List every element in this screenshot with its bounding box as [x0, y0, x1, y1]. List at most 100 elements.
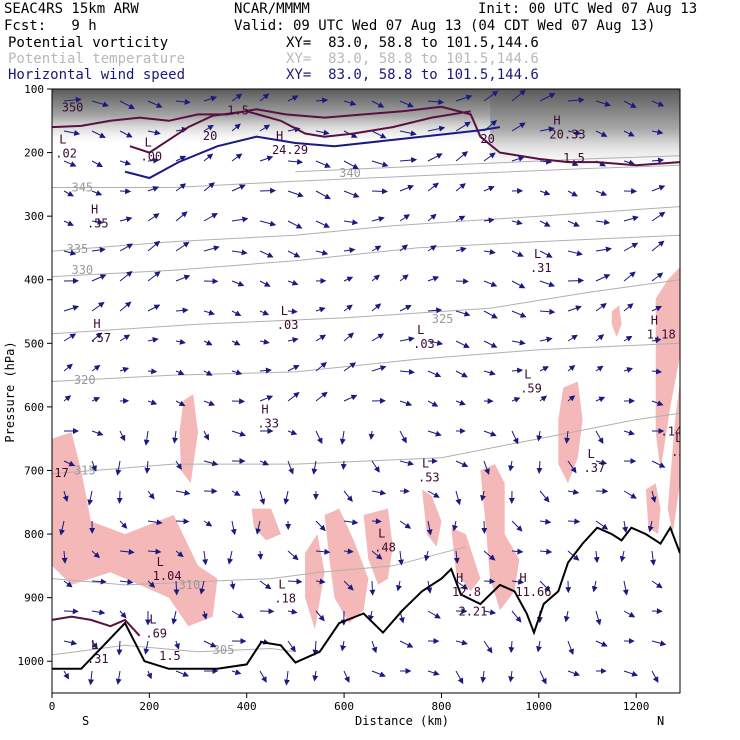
wind-vector: [143, 640, 150, 655]
pv-extremum-letter: L: [378, 527, 385, 541]
wind-vector: [147, 519, 163, 526]
pv-extremum-letter: H: [91, 202, 98, 216]
wind-vector: [483, 90, 499, 102]
wind-vector: [315, 220, 331, 228]
wind-vector: [371, 130, 387, 139]
wind-vector: [231, 249, 248, 256]
wind-vector: [343, 490, 353, 502]
wind-vector: [595, 520, 609, 530]
wind-vector: [511, 430, 519, 445]
pv-extremum-letter: H: [276, 129, 283, 143]
wind-vector: [651, 185, 666, 192]
wind-vector: [567, 395, 576, 402]
wind-vector: [595, 274, 611, 282]
pv-fill-region: [251, 508, 281, 541]
wind-vector: [591, 580, 598, 593]
wind-vector: [511, 155, 525, 162]
wind-vector: [230, 520, 237, 536]
wind-vector: [595, 396, 606, 403]
y-tick-label: 200: [24, 147, 44, 160]
wind-vector: [315, 306, 326, 313]
pv-contour-label: 17: [54, 466, 68, 480]
wind-vector: [229, 580, 236, 590]
wind-vector: [567, 220, 580, 227]
wind-vector: [623, 490, 637, 499]
x-tick-label: 0: [49, 700, 56, 713]
wind-vector: [283, 670, 290, 686]
pv-fill-region: [480, 464, 520, 611]
wind-vector: [511, 250, 524, 257]
wind-vector: [287, 429, 298, 436]
wind-vector: [147, 399, 158, 406]
wind-vector: [175, 400, 186, 407]
wind-vector: [371, 365, 387, 372]
wind-vector: [147, 368, 158, 375]
wind-vector: [399, 368, 415, 375]
wind-vector: [539, 366, 549, 372]
wind-vector: [147, 271, 161, 282]
wind-speed-contour: [124, 126, 501, 180]
wind-vector: [508, 670, 515, 683]
wind-vector: [231, 280, 245, 287]
wind-vector: [259, 155, 274, 162]
wind-vector: [455, 670, 464, 685]
wind-vector: [203, 309, 216, 316]
pv-extremum-value: .03: [277, 318, 299, 332]
wind-vector: [287, 550, 299, 561]
wind-vector: [455, 399, 466, 406]
pv-extremum-value: .69: [145, 626, 167, 640]
pv-extremum-letter: L: [144, 136, 151, 150]
pv-extremum-value: .02: [55, 146, 77, 160]
theta-contour-label: 320: [74, 373, 96, 387]
wind-vector: [173, 580, 180, 596]
wind-vector: [539, 548, 553, 555]
theta-contour-label: 340: [339, 166, 361, 180]
wind-vector: [511, 520, 523, 532]
pv-extremum-letter: L: [588, 447, 595, 461]
pv-fill-region: [645, 483, 661, 535]
wind-vector: [231, 610, 245, 619]
wind-vector: [623, 367, 633, 373]
wind-vector: [175, 241, 190, 252]
wind-vector: [91, 246, 106, 253]
wind-vector: [511, 339, 526, 346]
wind-vector: [619, 550, 626, 563]
pv-extremum-letter: H: [519, 571, 526, 585]
pv-extremum-value: 20.33: [549, 127, 585, 141]
wind-vector: [399, 460, 414, 466]
wind-vector: [595, 459, 608, 466]
pv-extremum-value: .33: [257, 417, 279, 431]
wind-vector: [623, 610, 636, 618]
wind-vector: [427, 610, 441, 619]
y-tick-label: 400: [24, 274, 44, 287]
wind-vector: [483, 640, 493, 654]
wind-vector: [259, 670, 267, 683]
pv-extremum-value: 1.18: [647, 328, 676, 342]
wind-vector: [539, 490, 550, 503]
wind-vector: [623, 271, 636, 282]
wind-vector: [315, 190, 331, 200]
wind-vector: [399, 336, 415, 343]
wind-vector: [567, 518, 581, 525]
wind-vector: [315, 362, 327, 372]
wind-vector: [564, 430, 571, 444]
wind-vector: [483, 460, 490, 475]
wind-vector: [623, 100, 637, 108]
wind-vector: [119, 130, 133, 138]
wind-vector: [398, 550, 404, 566]
wind-vector: [371, 274, 381, 282]
wind-vector: [203, 124, 214, 132]
wind-vector: [455, 246, 467, 253]
wind-vector: [371, 550, 383, 560]
theta-contour-label: 325: [432, 312, 454, 326]
wind-vector: [174, 640, 180, 650]
wind-vector: [287, 337, 299, 343]
theta-contour: [52, 234, 680, 278]
wind-vector: [647, 520, 654, 533]
wind-vector: [399, 214, 411, 222]
wind-vector: [259, 459, 269, 466]
x-axis-south-label: S: [82, 714, 89, 728]
wind-vector: [371, 245, 382, 252]
center-label: NCAR/MMMM: [234, 1, 310, 17]
wind-vector: [399, 520, 412, 529]
